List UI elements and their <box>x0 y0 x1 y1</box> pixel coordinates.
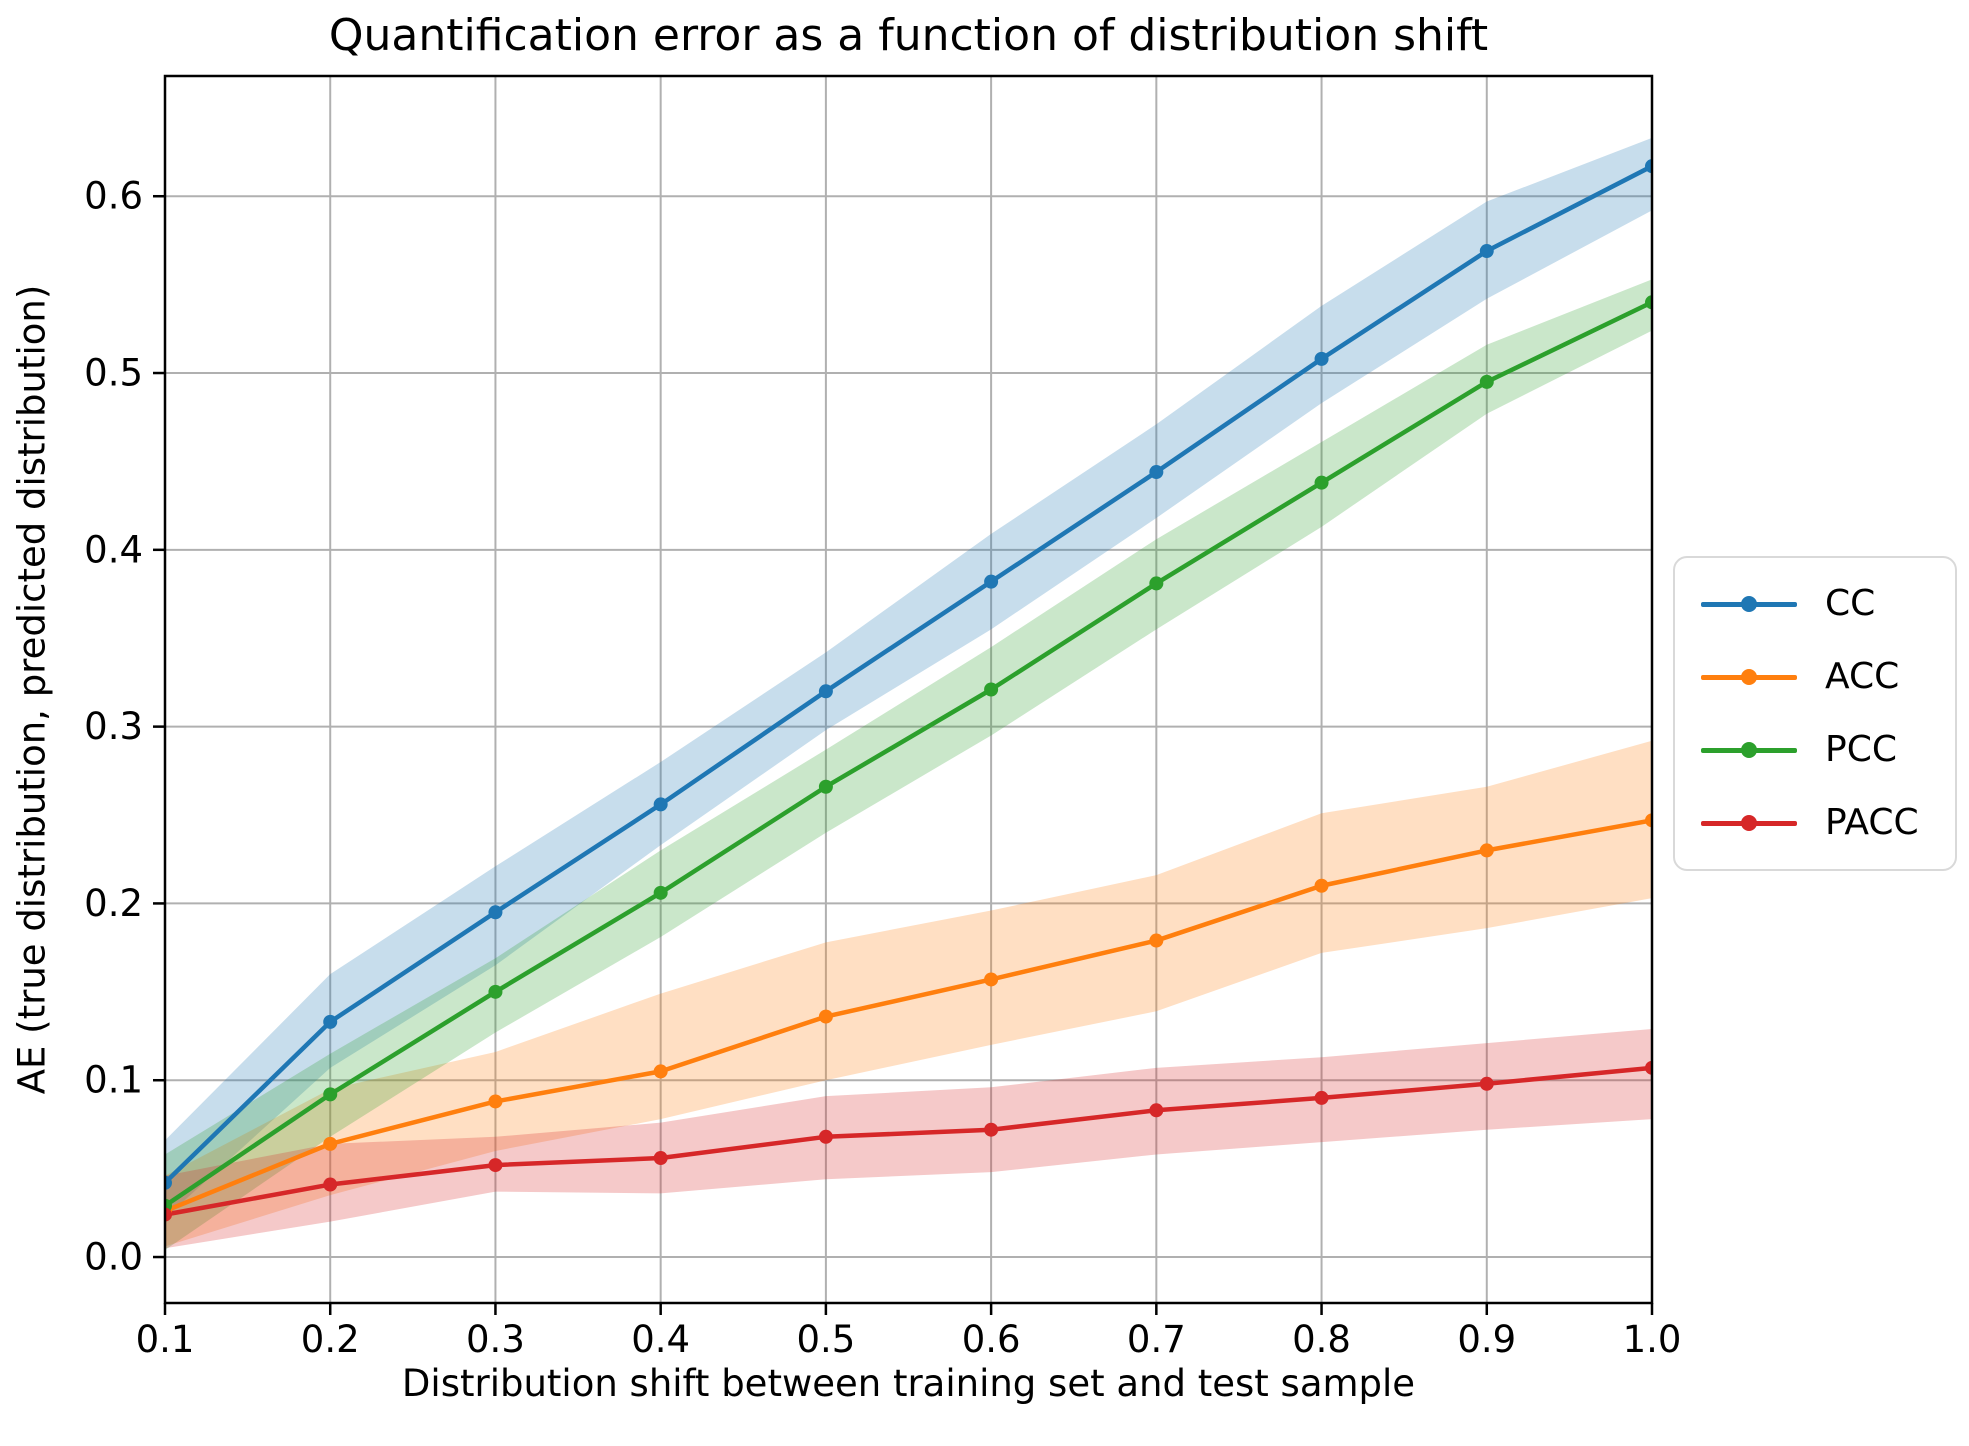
data-point-cc <box>1479 244 1494 259</box>
data-point-pcc <box>818 779 833 794</box>
data-point-pcc <box>1479 374 1494 389</box>
data-point-pacc <box>488 1158 503 1173</box>
data-point-pacc <box>1645 1060 1652 1075</box>
data-point-cc <box>323 1014 338 1029</box>
legend-line-swatch-cc <box>1701 596 1797 612</box>
x-tick-label: 0.2 <box>301 1318 360 1361</box>
data-point-pacc <box>984 1122 999 1137</box>
x-tick-label: 0.6 <box>962 1318 1021 1361</box>
confidence-band-cc <box>165 137 1652 1219</box>
data-point-pacc <box>1479 1076 1494 1091</box>
y-tick-label: 0.1 <box>84 1059 143 1102</box>
series-line-acc <box>165 818 1652 1214</box>
data-point-pcc <box>1314 475 1329 490</box>
axes-spines <box>163 74 1654 1305</box>
series-line-pacc <box>165 1065 1652 1217</box>
data-point-cc <box>488 905 503 920</box>
data-point-acc <box>984 972 999 987</box>
data-point-cc <box>1314 351 1329 366</box>
legend-label-acc: ACC <box>1825 656 1900 697</box>
data-point-pacc <box>1314 1090 1329 1105</box>
legend-line-swatch-pacc <box>1701 815 1797 831</box>
data-point-cc <box>1645 159 1652 174</box>
data-point-pacc <box>323 1177 338 1192</box>
data-point-cc <box>165 1175 172 1190</box>
data-point-acc <box>323 1136 338 1151</box>
x-tick-label: 0.3 <box>466 1318 525 1361</box>
legend: CC ACC PCC PACC <box>1673 556 1957 871</box>
legend-item-pcc: PCC <box>1701 732 1925 768</box>
series-markers-pcc <box>165 295 1652 1213</box>
data-point-acc <box>1314 878 1329 893</box>
legend-label-pacc: PACC <box>1825 802 1919 843</box>
data-point-pacc <box>1149 1103 1164 1118</box>
data-point-cc <box>818 684 833 699</box>
legend-label-cc: CC <box>1825 583 1876 624</box>
series-markers-pacc <box>165 1060 1652 1222</box>
y-tick-label: 0.2 <box>84 882 143 925</box>
x-tick-label: 0.5 <box>796 1318 855 1361</box>
legend-marker-dot-pcc <box>1741 742 1757 758</box>
data-point-acc <box>818 1009 833 1024</box>
ticks: 0.1 0.2 0.3 0.4 0.5 0.6 0.7 0.8 0.9 1.0 0.0 0.1 0.2 0… <box>84 175 1681 1361</box>
data-point-acc <box>1149 933 1164 948</box>
data-point-acc <box>1645 813 1652 828</box>
chart-title: Quantification error as a function of di… <box>328 10 1489 61</box>
data-point-cc <box>984 574 999 589</box>
x-tick-label: 0.4 <box>631 1318 690 1361</box>
legend-item-acc: ACC <box>1701 659 1925 695</box>
x-tick-label: 0.7 <box>1127 1318 1186 1361</box>
legend-marker-dot-pacc <box>1741 815 1757 831</box>
data-point-cc <box>1149 465 1164 480</box>
data-point-pcc <box>653 885 668 900</box>
legend-marker-dot-cc <box>1741 596 1757 612</box>
data-point-pacc <box>818 1129 833 1144</box>
data-point-pcc <box>1645 295 1652 310</box>
y-axis-label: AE (true distribution, predicted distrib… <box>10 284 54 1095</box>
x-tick-label: 0.1 <box>136 1318 195 1361</box>
x-tick-label: 0.9 <box>1457 1318 1516 1361</box>
legend-marker-dot-acc <box>1741 669 1757 685</box>
data-point-acc <box>1479 843 1494 858</box>
data-point-cc <box>653 797 668 812</box>
series-line-cc <box>165 164 1652 1185</box>
y-tick-label: 0.0 <box>84 1236 143 1279</box>
x-axis-label: Distribution shift between training set … <box>401 1362 1416 1405</box>
legend-line-swatch-acc <box>1701 669 1797 685</box>
x-tick-label: 0.8 <box>1292 1318 1351 1361</box>
y-tick-label: 0.6 <box>84 175 143 218</box>
y-tick-label: 0.3 <box>84 705 143 748</box>
legend-label-pcc: PCC <box>1825 729 1897 770</box>
y-axis-label-wrap: AE (true distribution, predicted distrib… <box>0 76 64 1303</box>
legend-item-cc: CC <box>1701 586 1925 622</box>
series-line-pcc <box>165 300 1652 1208</box>
series-markers-cc <box>165 159 1652 1190</box>
data-point-acc <box>653 1064 668 1079</box>
data-point-pcc <box>323 1087 338 1102</box>
y-tick-label: 0.4 <box>84 528 143 571</box>
data-point-pcc <box>984 682 999 697</box>
data-point-pacc <box>653 1151 668 1166</box>
data-point-pacc <box>165 1207 172 1222</box>
confidence-band-acc <box>165 740 1652 1247</box>
data-point-pcc <box>488 984 503 999</box>
y-tick-label: 0.5 <box>84 352 143 395</box>
legend-item-pacc: PACC <box>1701 805 1925 841</box>
data-point-acc <box>488 1094 503 1109</box>
data-point-pcc <box>1149 576 1164 591</box>
confidence-band-pcc <box>165 279 1652 1250</box>
confidence-band-pacc <box>165 1028 1652 1249</box>
legend-line-swatch-pcc <box>1701 742 1797 758</box>
x-tick-label: 1.0 <box>1623 1318 1682 1361</box>
